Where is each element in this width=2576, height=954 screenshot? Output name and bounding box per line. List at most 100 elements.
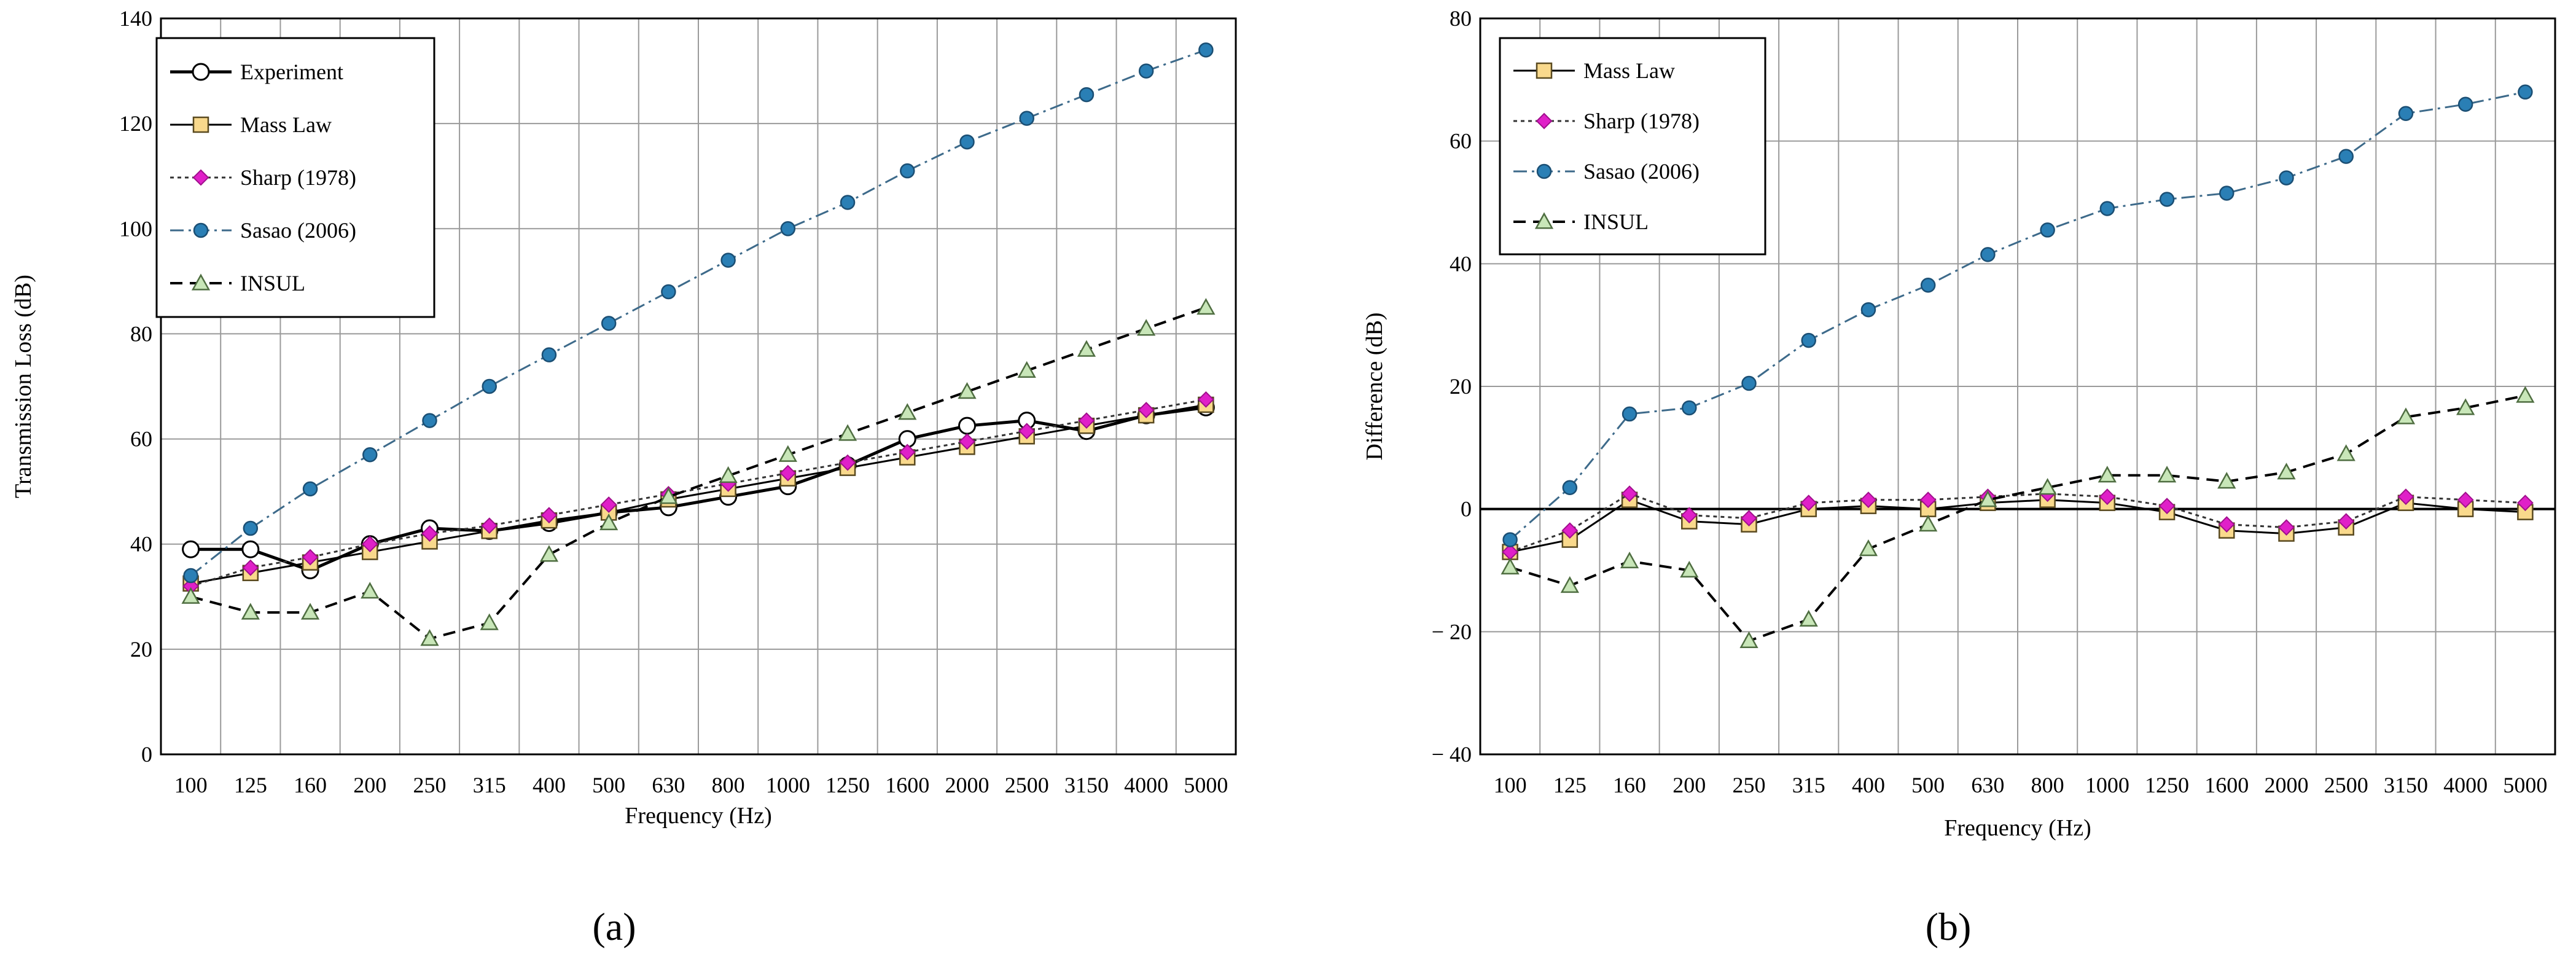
data-point-insul bbox=[2157, 466, 2177, 483]
data-point-sharp bbox=[1138, 402, 1155, 418]
data-point-insul bbox=[2277, 463, 2296, 480]
data-point-sasao bbox=[1502, 532, 1518, 547]
x-tick-label: 1000 bbox=[2085, 773, 2129, 797]
data-point-sasao bbox=[1860, 302, 1876, 318]
data-point-sharp bbox=[1741, 510, 1757, 527]
series-line-insul bbox=[190, 306, 1207, 640]
legend-label: Sharp (1978) bbox=[240, 165, 356, 190]
x-tick-label: 630 bbox=[652, 773, 685, 797]
data-point-sasao bbox=[482, 378, 497, 394]
legend-marker-sharp bbox=[1536, 112, 1553, 130]
y-tick-label: 60 bbox=[1450, 129, 1472, 154]
x-tick-label: 200 bbox=[353, 773, 386, 797]
data-point-insul bbox=[1137, 319, 1156, 336]
data-point-insul bbox=[1859, 539, 1878, 557]
data-point-sasao bbox=[720, 252, 736, 268]
data-point-sasao bbox=[1138, 63, 1154, 79]
y-tick-label: 80 bbox=[130, 321, 152, 346]
data-point-insul bbox=[2217, 472, 2236, 489]
x-tick-label: 125 bbox=[234, 773, 267, 797]
data-point-sasao bbox=[302, 481, 318, 497]
data-point-insul bbox=[2396, 407, 2416, 424]
plot-frame bbox=[1479, 17, 2556, 756]
data-point-sharp bbox=[600, 496, 617, 513]
data-point-sasao bbox=[1562, 480, 1578, 495]
x-tick-label: 1250 bbox=[825, 773, 870, 797]
data-point-experiment bbox=[241, 540, 260, 558]
data-point-insul bbox=[958, 381, 977, 399]
data-point-sharp bbox=[2158, 498, 2176, 515]
x-tick-label: 500 bbox=[1911, 773, 1945, 797]
data-point-insul bbox=[480, 613, 499, 630]
data-point-insul bbox=[1680, 560, 1699, 578]
data-point-insul bbox=[300, 603, 320, 620]
data-point-sharp bbox=[959, 433, 975, 450]
data-point-insul bbox=[2098, 466, 2117, 483]
data-point-sharp bbox=[839, 454, 856, 471]
data-point-sharp bbox=[2457, 491, 2474, 509]
data-point-sasao bbox=[2457, 96, 2473, 112]
y-tick-label: 80 bbox=[1450, 6, 1472, 31]
data-point-sasao bbox=[900, 163, 915, 179]
x-tick-label: 125 bbox=[1553, 773, 1587, 797]
data-point-insul bbox=[1620, 551, 1639, 569]
data-point-sasao bbox=[362, 447, 378, 463]
y-axis-label: Transmission Loss (dB) bbox=[10, 275, 36, 498]
data-point-experiment bbox=[182, 540, 200, 558]
data-point-sharp bbox=[541, 507, 558, 524]
data-point-insul bbox=[1077, 340, 1096, 357]
y-tick-label: 100 bbox=[119, 216, 152, 241]
legend-label: Mass Law bbox=[1583, 58, 1675, 83]
x-tick-label: 200 bbox=[1672, 773, 1706, 797]
legend-label: Sasao (2006) bbox=[240, 218, 356, 243]
data-point-insul bbox=[1978, 490, 1997, 507]
y-tick-label: − 40 bbox=[1432, 742, 1472, 767]
x-tick-label: 3150 bbox=[2384, 773, 2428, 797]
data-point-insul bbox=[2456, 398, 2475, 415]
data-point-sharp bbox=[2099, 488, 2116, 506]
data-point-sharp bbox=[2278, 519, 2295, 536]
data-point-sasao bbox=[601, 316, 617, 331]
x-tick-label: 2000 bbox=[945, 773, 989, 797]
data-point-sasao bbox=[1801, 332, 1816, 348]
data-point-insul bbox=[1560, 576, 1579, 593]
y-tick-label: − 20 bbox=[1432, 619, 1472, 644]
data-point-insul bbox=[361, 582, 380, 599]
data-point-sharp bbox=[1919, 491, 1937, 509]
series-line-experiment bbox=[190, 405, 1206, 572]
data-point-sasao bbox=[1741, 375, 1757, 391]
data-point-sharp bbox=[1621, 485, 1638, 502]
data-point-insul bbox=[1017, 361, 1036, 378]
series-line-insul bbox=[1510, 394, 2526, 643]
x-tick-label: 500 bbox=[592, 773, 625, 797]
data-point-insul bbox=[241, 603, 260, 620]
x-tick-label: 4000 bbox=[1124, 773, 1168, 797]
legend-marker-sasao bbox=[193, 222, 209, 238]
data-point-sharp bbox=[361, 536, 378, 553]
data-point-sharp bbox=[2516, 495, 2534, 512]
legend-marker-insul bbox=[191, 273, 211, 291]
data-point-sasao bbox=[780, 221, 796, 237]
data-point-insul bbox=[838, 424, 857, 441]
x-tick-label: 5000 bbox=[2503, 773, 2547, 797]
data-point-sasao bbox=[2518, 84, 2533, 100]
data-point-sharp bbox=[899, 444, 916, 461]
x-axis-label: Frequency (Hz) bbox=[625, 803, 772, 829]
series-line-sharp bbox=[190, 398, 1206, 587]
data-point-sasao bbox=[1980, 247, 1996, 262]
x-tick-label: 1000 bbox=[766, 773, 810, 797]
data-point-sharp bbox=[1018, 423, 1036, 440]
y-tick-label: 140 bbox=[119, 6, 152, 31]
data-point-sasao bbox=[1682, 400, 1697, 416]
x-tick-label: 5000 bbox=[1184, 773, 1228, 797]
data-point-insul bbox=[539, 545, 559, 562]
data-point-insul bbox=[659, 487, 678, 504]
y-tick-label: 20 bbox=[130, 637, 152, 662]
data-point-insul bbox=[898, 403, 917, 420]
x-tick-label: 630 bbox=[1971, 773, 2004, 797]
x-tick-label: 2000 bbox=[2265, 773, 2309, 797]
data-point-insul bbox=[1196, 298, 1216, 315]
data-point-sharp bbox=[1561, 522, 1579, 539]
data-point-insul bbox=[2038, 478, 2057, 495]
panel-label: (a) bbox=[592, 905, 636, 948]
